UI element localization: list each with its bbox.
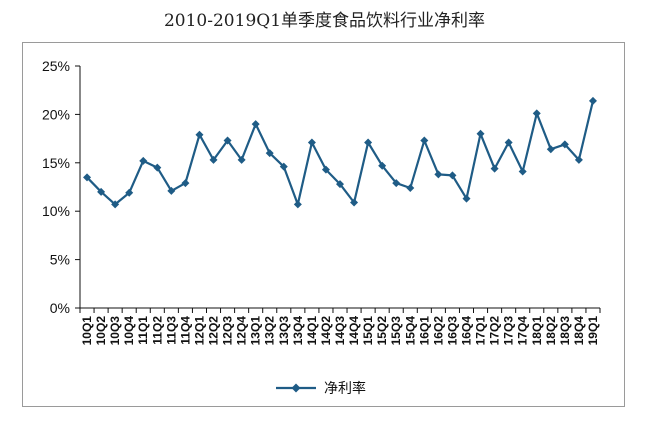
x-tick-label: 14Q2: [319, 316, 333, 346]
x-tick-label: 15Q4: [403, 316, 417, 346]
x-tick-label: 15Q3: [389, 316, 403, 346]
data-point: [195, 130, 204, 139]
data-point: [462, 194, 471, 203]
x-tick-label: 14Q4: [347, 316, 361, 346]
x-tick-label: 10Q4: [122, 316, 136, 346]
data-point: [293, 200, 302, 209]
data-point: [237, 155, 246, 164]
data-point: [83, 173, 92, 182]
data-point: [490, 164, 499, 173]
x-tick-label: 16Q4: [459, 316, 473, 346]
chart-frame: [22, 42, 625, 407]
x-tick-label: 11Q1: [136, 316, 150, 345]
data-point: [434, 170, 443, 179]
data-point: [560, 140, 569, 149]
x-tick-label: 14Q3: [333, 316, 347, 346]
x-tick-label: 18Q4: [572, 316, 586, 346]
data-point: [364, 138, 373, 147]
x-tick-label: 17Q1: [474, 316, 488, 346]
data-point: [336, 180, 344, 189]
x-tick-label: 16Q3: [445, 316, 459, 346]
x-tick-label: 12Q4: [235, 316, 249, 346]
x-tick-label: 12Q3: [221, 316, 235, 346]
y-tick-label: 0%: [50, 300, 70, 316]
data-point: [111, 200, 120, 209]
x-tick-label: 13Q1: [249, 316, 263, 346]
data-point: [532, 109, 541, 118]
data-point: [546, 145, 555, 154]
data-point: [251, 120, 260, 129]
data-point: [476, 129, 485, 138]
data-point: [181, 179, 190, 188]
data-point: [139, 156, 148, 165]
data-point: [265, 149, 274, 158]
x-tick-label: 18Q3: [558, 316, 572, 346]
data-point: [518, 167, 527, 176]
x-tick-label: 15Q2: [375, 316, 389, 346]
x-tick-label: 13Q3: [277, 316, 291, 346]
data-point: [504, 138, 513, 147]
x-tick-label: 18Q1: [530, 316, 544, 346]
y-tick-label: 20%: [42, 106, 70, 122]
data-point: [350, 198, 359, 207]
data-point: [209, 155, 218, 164]
data-point: [279, 162, 288, 171]
x-tick-label: 16Q1: [417, 316, 431, 346]
x-tick-label: 17Q2: [488, 316, 502, 346]
x-tick-label: 11Q3: [164, 316, 178, 345]
x-tick-label: 14Q1: [305, 316, 319, 346]
x-tick-label: 13Q4: [291, 316, 305, 346]
x-tick-label: 10Q2: [94, 316, 108, 346]
data-point: [378, 161, 387, 170]
x-tick-label: 16Q2: [431, 316, 445, 346]
x-tick-label: 11Q4: [178, 316, 192, 345]
data-point: [97, 187, 106, 196]
legend-marker: [291, 383, 301, 393]
data-point: [574, 155, 583, 164]
y-tick-label: 15%: [42, 155, 70, 171]
series-line: [86, 100, 595, 206]
data-point: [167, 186, 176, 195]
x-tick-label: 12Q2: [207, 316, 221, 346]
x-tick-label: 12Q1: [192, 316, 206, 346]
y-tick-label: 5%: [50, 252, 70, 268]
x-tick-label: 13Q2: [263, 316, 277, 346]
data-point: [406, 183, 415, 192]
data-point: [420, 136, 429, 145]
data-point: [307, 138, 316, 147]
x-tick-label: 15Q1: [361, 316, 375, 346]
y-tick-label: 10%: [42, 203, 70, 219]
data-point: [588, 96, 597, 105]
x-tick-label: 10Q3: [108, 316, 122, 346]
chart-title: 2010-2019Q1单季度食品饮料行业净利率: [163, 11, 486, 31]
x-tick-label: 19Q1: [586, 316, 600, 346]
data-point: [392, 179, 401, 188]
x-tick-label: 18Q2: [544, 316, 558, 346]
x-tick-label: 17Q4: [516, 316, 530, 346]
data-point: [321, 165, 330, 174]
data-point: [448, 171, 457, 180]
y-tick-label: 25%: [42, 58, 70, 74]
data-point: [153, 163, 162, 172]
data-point: [125, 188, 134, 197]
legend-label: 净利率: [324, 380, 366, 397]
x-tick-label: 11Q2: [150, 316, 164, 345]
data-point: [223, 136, 232, 145]
x-tick-label: 10Q1: [80, 316, 94, 346]
x-tick-label: 17Q3: [502, 316, 516, 346]
